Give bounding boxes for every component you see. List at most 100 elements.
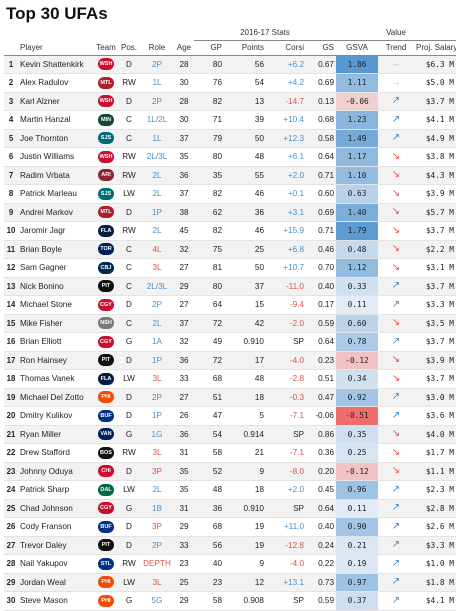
salary-cell: $4.3 M [414, 166, 456, 185]
player-name[interactable]: Mike Fisher [18, 314, 94, 333]
table-row[interactable]: 8 Patrick Marleau SJS LW 2L 37 82 46 +0.1 0.60 0.6… [4, 184, 456, 204]
player-name[interactable]: Jordan Weal [18, 573, 94, 592]
trend-cell: ↗ [378, 406, 414, 426]
gsva-cell: 1.86 [336, 55, 378, 74]
table-row[interactable]: 11 Brian Boyle TOR C 4L 32 75 25 +6.8 0.46 0.48 ↘ $2… [4, 240, 456, 259]
col-header-salary[interactable]: Proj. Salary [414, 40, 456, 56]
col-header-role[interactable]: Role [140, 40, 174, 56]
points-cell: 19 [224, 517, 266, 537]
team-logo-icon: MTL [98, 206, 114, 219]
table-row[interactable]: 17 Ron Hainsey PIT D 1P 36 72 17 -4.0 0.23 -0.12 ↘ $… [4, 351, 456, 370]
gs-cell: 0.47 [306, 388, 336, 407]
table-row[interactable]: 6 Justin Williams WSH RW 2L/3L 35 80 48 +6.1 0.64… [4, 147, 456, 167]
col-header-points[interactable]: Points [224, 40, 266, 56]
col-header-trend[interactable]: Trend [378, 40, 414, 56]
pos-cell: LW [118, 480, 140, 500]
player-name[interactable]: Jaromir Jagr [18, 221, 94, 241]
table-row[interactable]: 26 Cody Franson BUF D 3P 29 68 19 +11.0 0.40 0.90 ↗… [4, 517, 456, 537]
gp-cell: 56 [194, 536, 224, 555]
player-name[interactable]: Steve Mason [18, 591, 94, 611]
player-name[interactable]: Martin Hanzal [18, 110, 94, 130]
table-row[interactable]: 14 Michael Stone CGY D 2P 27 64 15 -9.4 0.17 0.11 ↗… [4, 295, 456, 315]
player-name[interactable]: Karl Alzner [18, 92, 94, 111]
player-name[interactable]: Ron Hainsey [18, 351, 94, 370]
player-name[interactable]: Brian Elliott [18, 332, 94, 352]
col-header-team[interactable]: Team [94, 40, 118, 56]
table-row[interactable]: 20 Dmitry Kulikov BUF D 1P 26 47 5 -7.1 -0.06 -0.5… [4, 406, 456, 426]
trend-cell: ↗ [378, 110, 414, 130]
table-row[interactable]: 23 Johnny Oduya CHI D 3P 35 52 9 -8.0 0.20 -0.12 ↘ $… [4, 462, 456, 481]
table-row[interactable]: 15 Mike Fisher NSH C 2L 37 72 42 -2.0 0.59 0.60 ↘ $3… [4, 314, 456, 333]
table-row[interactable]: 16 Brian Elliott CGY G 1A 32 49 0.910 SP 0.64 0.78… [4, 332, 456, 352]
player-name[interactable]: Sam Gagner [18, 258, 94, 278]
player-name[interactable]: Brian Boyle [18, 240, 94, 259]
team-cell: STL [94, 554, 118, 574]
table-row[interactable]: 1 Kevin Shattenkirk WSH D 2P 28 80 56 +6.2 0.67 1.… [4, 55, 456, 74]
col-header-gs[interactable]: GS [306, 40, 336, 56]
salary-cell: $3.7 M [414, 92, 456, 111]
player-name[interactable]: Patrick Sharp [18, 480, 94, 500]
table-row[interactable]: 5 Joe Thornton SJS C 1L 37 79 50 +12.3 0.58 1.49 ↗ $… [4, 129, 456, 148]
col-header-gp[interactable]: GP [194, 40, 224, 56]
player-name[interactable]: Michael Del Zotto [18, 388, 94, 407]
table-row[interactable]: 13 Nick Bonino PIT C 2L/3L 29 80 37 -11.0 0.40 0.3… [4, 277, 456, 296]
table-row[interactable]: 4 Martin Hanzal MIN C 1L/2L 30 71 39 +10.4 0.68 1.… [4, 110, 456, 130]
table-row[interactable]: 21 Ryan Miller VAN G 1G 36 54 0.914 SP 0.86 0.35 ↘ $… [4, 425, 456, 444]
player-name[interactable]: Johnny Oduya [18, 462, 94, 481]
team-logo-icon: BUF [98, 409, 114, 422]
col-header-gsva[interactable]: GSVA [336, 40, 378, 56]
table-row[interactable]: 19 Michael Del Zotto PHI D 2P 27 51 18 -0.3 0.47 0… [4, 388, 456, 407]
gsva-cell: 0.90 [336, 517, 378, 537]
points-cell: 50 [224, 129, 266, 148]
table-row[interactable]: 2 Alex Radulov MTL RW 1L 30 76 54 +4.2 0.69 1.11 → $… [4, 73, 456, 93]
player-name[interactable]: Justin Williams [18, 147, 94, 167]
trend-cell: ↘ [378, 240, 414, 259]
table-row[interactable]: 30 Steve Mason PHI G 5G 29 58 0.908 SP 0.59 0.37 ↗ $… [4, 591, 456, 611]
table-row[interactable]: 3 Karl Alzner WSH D 2P 28 82 13 -14.7 0.13 -0.06 ↗ $… [4, 92, 456, 111]
player-name[interactable]: Kevin Shattenkirk [18, 55, 94, 74]
player-name[interactable]: Nick Bonino [18, 277, 94, 296]
trend-up-arrow-icon: ↗ [391, 113, 401, 125]
col-header-corsi[interactable]: Corsi [266, 40, 306, 56]
player-name[interactable]: Patrick Marleau [18, 184, 94, 204]
table-row[interactable]: 22 Drew Stafford BOS RW 3L 31 58 21 -7.1 0.36 0.25… [4, 443, 456, 463]
table-row[interactable]: 25 Chad Johnson CGY G 1B 31 36 0.910 SP 0.64 0.11 ↗… [4, 499, 456, 518]
col-header-player[interactable]: Player [18, 40, 94, 56]
role-cell: 2L/3L [140, 277, 174, 296]
table-row[interactable]: 28 Nail Yakupov STL RW DEPTH 23 40 9 -4.0 0.22 0.1… [4, 554, 456, 574]
age-cell: 32 [174, 332, 194, 352]
gsva-cell: 0.33 [336, 277, 378, 296]
player-name[interactable]: Cody Franson [18, 517, 94, 537]
team-abbr: PIT [101, 283, 111, 290]
player-name[interactable]: Drew Stafford [18, 443, 94, 463]
points-cell: 25 [224, 240, 266, 259]
table-row[interactable]: 12 Sam Gagner CBJ C 3L 27 81 50 +10.7 0.70 1.12 ↘ $3… [4, 258, 456, 278]
table-row[interactable]: 27 Trevor Daley PIT D 2P 33 56 19 -12.8 0.24 0.21 ↗… [4, 536, 456, 555]
age-cell: 36 [174, 351, 194, 370]
table-row[interactable]: 9 Andrei Markov MTL D 1P 38 62 36 +3.1 0.69 1.40 ↘ $… [4, 203, 456, 222]
pos-cell: RW [118, 166, 140, 185]
table-row[interactable]: 7 Radim Vrbata ARI RW 2L 36 35 55 +2.0 0.71 1.10 ↘ $… [4, 166, 456, 185]
salary-cell: $2.2 M [414, 240, 456, 259]
player-name[interactable]: Radim Vrbata [18, 166, 94, 185]
points-cell: 0.910 [224, 499, 266, 518]
col-header-pos[interactable]: Pos. [118, 40, 140, 56]
table-row[interactable]: 29 Jordan Weal PHI LW 3L 25 23 12 +13.1 0.73 0.97 ↗… [4, 573, 456, 592]
player-name[interactable]: Alex Radulov [18, 73, 94, 93]
gsva-cell: 1.23 [336, 110, 378, 130]
player-name[interactable]: Michael Stone [18, 295, 94, 315]
player-name[interactable]: Joe Thornton [18, 129, 94, 148]
player-name[interactable]: Chad Johnson [18, 499, 94, 518]
table-row[interactable]: 18 Thomas Vanek FLA LW 3L 33 68 48 -2.8 0.51 0.34 ↘… [4, 369, 456, 389]
gsva-cell: 1.40 [336, 203, 378, 222]
player-name[interactable]: Thomas Vanek [18, 369, 94, 389]
table-row[interactable]: 10 Jaromir Jagr FLA RW 2L 45 82 46 +15.9 0.71 1.79… [4, 221, 456, 241]
table-row[interactable]: 24 Patrick Sharp DAL LW 2L 35 48 18 +2.0 0.45 0.96… [4, 480, 456, 500]
team-logo-icon: FLA [98, 224, 114, 237]
player-name[interactable]: Trevor Daley [18, 536, 94, 555]
player-name[interactable]: Nail Yakupov [18, 554, 94, 574]
player-name[interactable]: Dmitry Kulikov [18, 406, 94, 426]
player-name[interactable]: Ryan Miller [18, 425, 94, 444]
col-header-age[interactable]: Age [174, 40, 194, 56]
player-name[interactable]: Andrei Markov [18, 203, 94, 222]
